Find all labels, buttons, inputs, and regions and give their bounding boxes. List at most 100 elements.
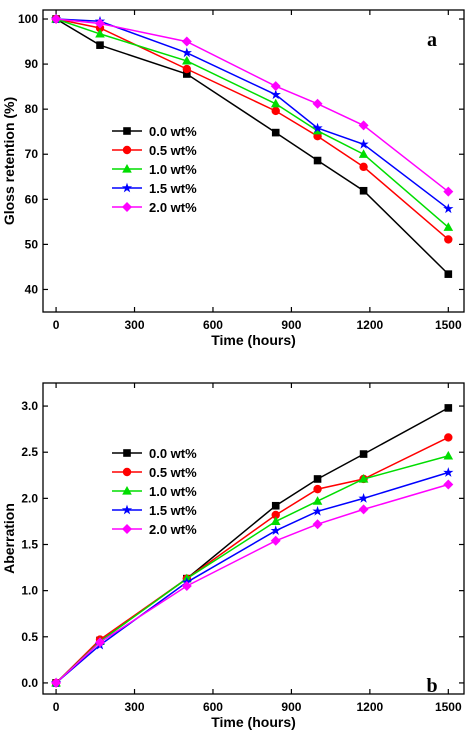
x-tick-label: 1500 <box>435 700 462 714</box>
x-axis-title: Time (hours) <box>211 714 296 730</box>
y-tick-label: 0.0 <box>21 676 38 690</box>
data-point-10 <box>443 222 454 231</box>
x-tick-label: 900 <box>281 700 301 714</box>
data-point-15 <box>312 505 323 516</box>
legend-label-10: 1.0 wt% <box>149 484 197 499</box>
data-point-20 <box>270 535 281 546</box>
x-tick-label: 0 <box>53 700 60 714</box>
y-tick-label: 50 <box>25 237 39 251</box>
plot-frame <box>42 9 465 313</box>
x-tick-label: 300 <box>125 700 145 714</box>
data-point-10 <box>182 55 192 65</box>
data-point-20 <box>443 186 454 197</box>
y-tick-label: 40 <box>25 282 39 296</box>
data-point-20 <box>358 120 369 131</box>
data-point-00 <box>313 156 322 165</box>
series-line-00 <box>55 407 449 684</box>
legend-label-05: 0.5 wt% <box>149 465 197 480</box>
data-point-20 <box>51 14 62 25</box>
data-point-00 <box>271 501 280 510</box>
data-point-15 <box>443 203 454 214</box>
data-point-15 <box>270 89 281 100</box>
data-point-20 <box>181 36 192 47</box>
panel-letter: b <box>426 675 437 697</box>
legend-marker-20 <box>122 202 132 212</box>
data-point-20 <box>95 18 106 29</box>
y-tick-label: 1.0 <box>21 584 38 598</box>
legend-marker-10 <box>122 164 132 173</box>
data-point-20 <box>312 519 323 530</box>
data-point-15 <box>270 525 281 536</box>
legend-marker-15 <box>121 182 133 193</box>
plot-frame <box>42 382 465 695</box>
data-point-15 <box>358 138 369 149</box>
legend-label-05: 0.5 wt% <box>149 143 197 158</box>
data-point-20 <box>181 581 192 592</box>
data-point-10 <box>95 28 105 38</box>
chart-panel-a: 0 300 600 900 1200 1500 40 50 60 70 80 90 100 Time (h… <box>1 9 465 348</box>
data-point-15 <box>443 467 454 477</box>
x-tick-label: 1500 <box>435 318 462 332</box>
series-line-15 <box>55 471 449 684</box>
x-tick-label: 600 <box>203 700 223 714</box>
data-point-05 <box>271 510 280 520</box>
legend-label-00: 0.0 wt% <box>149 124 197 139</box>
data-point-05 <box>359 162 368 172</box>
x-tick-label: 1200 <box>357 700 384 714</box>
y-tick-label: 70 <box>25 147 39 161</box>
y-tick-label: 0.5 <box>21 630 38 644</box>
data-point-00 <box>359 450 368 458</box>
y-axis-title: Aberration <box>1 503 17 574</box>
y-tick-label: 2.5 <box>21 445 38 459</box>
data-point-05 <box>182 64 192 74</box>
data-point-20 <box>270 81 281 92</box>
data-point-05 <box>271 106 280 116</box>
x-tick-label: 1200 <box>357 318 384 332</box>
legend-marker-10 <box>122 486 132 495</box>
y-tick-label: 100 <box>18 12 38 26</box>
data-point-00 <box>444 270 453 278</box>
data-point-10 <box>270 516 281 526</box>
series-line-05 <box>55 436 449 684</box>
y-tick-label: 2.0 <box>21 491 38 505</box>
data-point-00 <box>271 128 280 137</box>
y-tick-label: 1.5 <box>21 537 38 551</box>
legend-label-15: 1.5 wt% <box>149 181 197 196</box>
x-tick-label: 600 <box>203 318 223 332</box>
x-tick-label: 300 <box>125 318 145 332</box>
y-tick-label: 60 <box>25 192 39 206</box>
data-point-05 <box>313 484 322 494</box>
data-point-00 <box>313 475 322 483</box>
data-point-10 <box>358 473 369 483</box>
data-point-00 <box>183 70 191 78</box>
data-point-20 <box>51 677 62 688</box>
x-tick-label: 900 <box>281 318 301 332</box>
data-point-10 <box>443 450 454 460</box>
data-point-20 <box>95 637 106 648</box>
legend-marker-00 <box>123 127 131 135</box>
data-point-20 <box>443 479 454 490</box>
data-point-05 <box>444 433 453 442</box>
data-point-20 <box>312 98 323 109</box>
y-tick-label: 80 <box>25 102 39 116</box>
legend-label-20: 2.0 wt% <box>149 200 197 215</box>
data-point-15 <box>312 122 323 133</box>
x-axis-title: Time (hours) <box>211 332 296 348</box>
x-tick-label: 0 <box>53 318 60 332</box>
legend-marker-05 <box>122 145 132 155</box>
series-line-20 <box>56 18 449 193</box>
series-line-15 <box>56 18 449 210</box>
data-point-20 <box>358 504 369 515</box>
data-point-15 <box>358 492 369 503</box>
legend-marker-05 <box>122 467 132 477</box>
chart-panel-b: 0 300 600 900 1200 1500 0.0 0.5 1.0 1.5 2.0 2.5 3.0 T… <box>1 382 465 730</box>
legend-label-10: 1.0 wt% <box>149 162 197 177</box>
data-point-00 <box>96 41 104 49</box>
legend-label-00: 0.0 wt% <box>149 446 197 461</box>
legend-marker-00 <box>123 449 131 457</box>
y-tick-label: 90 <box>25 57 39 71</box>
data-point-10 <box>358 149 369 158</box>
data-point-00 <box>359 186 368 195</box>
data-point-15 <box>181 47 192 58</box>
